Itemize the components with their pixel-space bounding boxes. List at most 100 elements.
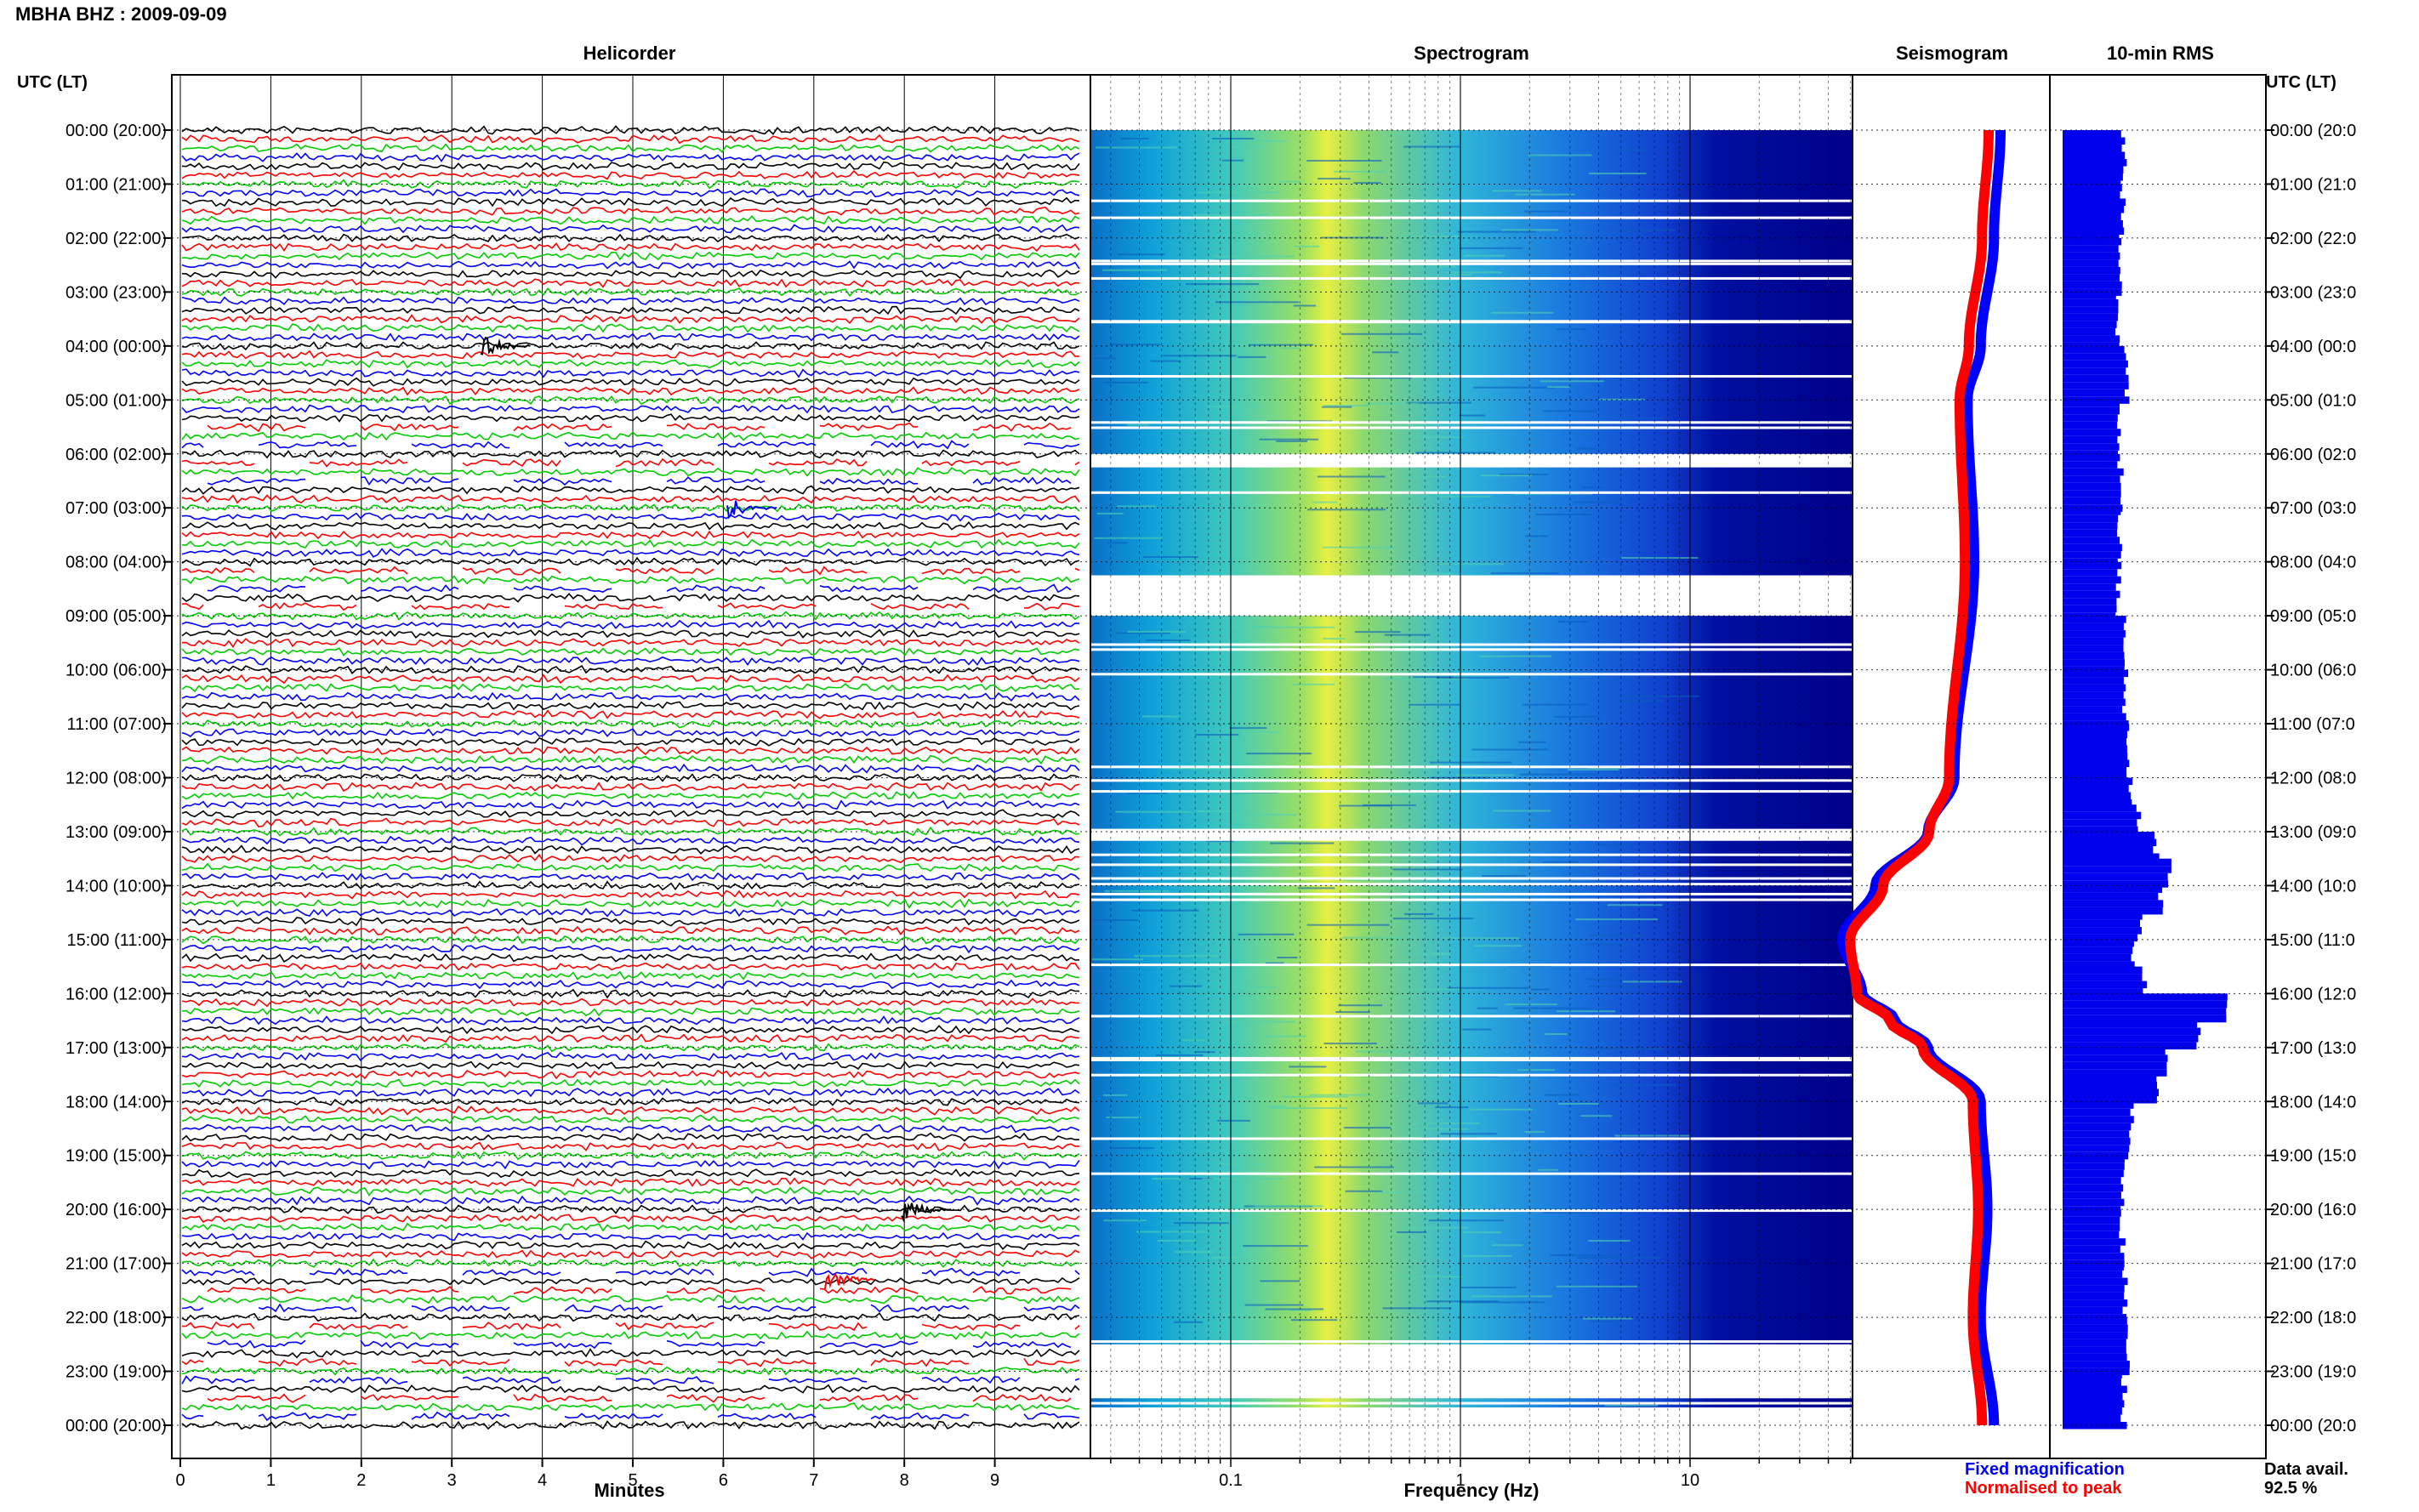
rms-bar [2063, 1035, 2199, 1043]
spectrogram-noise [1295, 245, 1319, 247]
spectrogram-noise [1215, 301, 1299, 304]
spectrogram-noise [1434, 265, 1456, 268]
spectrogram-gap-line [1090, 276, 1853, 280]
spectrogram-noise [1312, 501, 1337, 503]
hour-label-right: 00:00 (20:0 [2270, 1417, 2356, 1435]
spectrogram-noise [1523, 703, 1590, 706]
minute-tick-label: 7 [809, 1471, 818, 1490]
spectrogram-noise [1270, 842, 1335, 844]
spectrogram-gap-line [1090, 1172, 1853, 1175]
helicorder-trace [181, 1267, 1080, 1277]
spectrogram-noise [1576, 447, 1601, 450]
spectrogram-gap-line [1090, 375, 1853, 378]
rms-bar [2063, 1162, 2125, 1170]
legend-fixed: Fixed magnification [1965, 1460, 2125, 1479]
rms-bar [2063, 1306, 2123, 1315]
spectrogram-noise [1460, 1301, 1545, 1304]
spectrogram-noise [1447, 986, 1529, 989]
rms-bar [2063, 832, 2154, 839]
spectrogram-noise [1580, 1115, 1613, 1117]
helicorder-trace [181, 1123, 1080, 1134]
rms-bar [2063, 866, 2171, 873]
spectrogram-gap-line [1090, 1340, 1853, 1344]
spectrogram-noise [1620, 695, 1699, 697]
rms-bar [2063, 237, 2122, 246]
spectrogram-noise [1141, 715, 1179, 718]
spectrogram-gap-line [1090, 1401, 1853, 1405]
spectrogram-noise [1492, 190, 1542, 192]
spectrogram-noise [1499, 474, 1549, 475]
rms-bar [2063, 259, 2119, 267]
spectrogram-noise [1461, 1255, 1512, 1257]
helicorder-trace [181, 665, 1080, 675]
spectrogram-noise [1462, 1231, 1501, 1234]
legend-normalised: Normalised to peak [1965, 1479, 2122, 1498]
rms-bar [2063, 321, 2117, 328]
helicorder-trace [181, 1420, 1080, 1430]
spectrogram-noise [1429, 572, 1454, 575]
minute-tick-label: 9 [990, 1471, 999, 1490]
helicorder-trace [181, 746, 1080, 756]
spectrogram-noise [1339, 804, 1392, 807]
rms-bar [2063, 777, 2133, 785]
rms-bar [2063, 367, 2126, 375]
rms-bar [2063, 684, 2126, 692]
spectrogram-noise [1419, 988, 1460, 991]
spectrogram-noise [1106, 1117, 1141, 1119]
rms-bar [2063, 400, 2120, 407]
rms-bar [2063, 490, 2121, 497]
spectrogram-noise [1314, 1166, 1394, 1168]
spectrogram-noise [1525, 535, 1549, 537]
spectrogram-noise [1206, 840, 1234, 843]
rms-bar [2063, 414, 2118, 422]
spectrogram-noise [1197, 810, 1232, 812]
rms-bar [2063, 281, 2122, 289]
helicorder-trace [207, 1393, 1072, 1403]
rms-bar [2063, 651, 2125, 660]
rms-bar [2063, 767, 2127, 775]
spectrogram-noise [1227, 233, 1257, 236]
spectrogram-noise [1397, 1276, 1463, 1278]
rms-bar [2063, 953, 2132, 962]
spectrogram-gap-line [1090, 491, 1853, 494]
rms-bar [2063, 659, 2125, 667]
rms-bar [2063, 1101, 2134, 1109]
hour-label-left: 07:00 (03:00) [65, 499, 167, 518]
spectrogram-noise [1323, 1043, 1377, 1045]
rms-bar [2063, 1209, 2121, 1217]
rms-bar [2063, 637, 2124, 645]
helicorder-trace [181, 925, 1080, 935]
helicorder-trace [181, 188, 1080, 198]
hour-label-left: 11:00 (07:00) [67, 715, 168, 734]
spectrogram-gap-line [1090, 426, 1853, 429]
helicorder-trace [181, 1141, 1080, 1151]
rms-bar [2063, 220, 2123, 228]
rms-bar [2063, 622, 2124, 631]
rms-bar [2063, 885, 2163, 893]
spectrogram-noise [1344, 1127, 1392, 1129]
hour-label-left: 00:00 (20:00) [65, 1417, 167, 1435]
rms-bar [2063, 811, 2142, 820]
spectrogram-noise [1407, 1128, 1468, 1130]
rms-bar [2063, 630, 2126, 638]
spectrogram-noise [1397, 1231, 1427, 1233]
rms-bar [2063, 698, 2126, 707]
rms-bar [2063, 1061, 2167, 1070]
helicorder-trace [181, 1411, 1080, 1422]
hour-label-right: 13:00 (09:0 [2270, 823, 2356, 842]
hour-label-right: 03:00 (23:0 [2270, 283, 2356, 302]
spectrogram-gap-line [1090, 963, 1853, 967]
rms-bar [2063, 137, 2126, 145]
spectrogram-noise [1607, 904, 1663, 907]
spectrogram-gap-line [1090, 1209, 1853, 1213]
helicorder-trace [181, 323, 1080, 333]
spectrogram-noise [1278, 180, 1301, 183]
spectrogram-noise [1621, 417, 1665, 419]
helicorder-trace [181, 791, 1080, 800]
helicorder-trace [181, 368, 1080, 378]
hour-label-right: 21:00 (17:0 [2270, 1255, 2356, 1274]
rms-bar [2063, 1277, 2128, 1286]
rms-bar [2063, 345, 2125, 354]
spectrogram-noise [1514, 193, 1575, 196]
spectrogram-noise [1383, 678, 1468, 680]
